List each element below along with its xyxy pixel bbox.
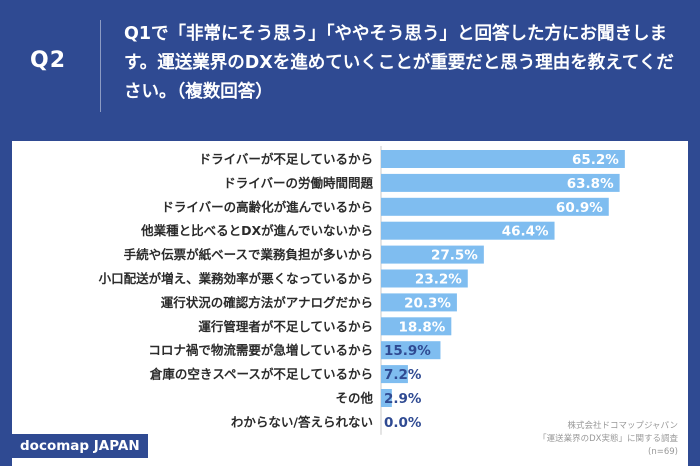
header-divider	[100, 20, 101, 112]
bar	[381, 365, 408, 384]
bar	[381, 245, 484, 264]
bar	[381, 221, 555, 240]
bar	[381, 317, 452, 336]
source-survey: 「運送業界のDX実態」に関する調査	[538, 434, 678, 444]
value-label: 60.9%	[556, 200, 603, 216]
bar	[381, 150, 625, 168]
brand-logo: docomap JAPAN	[12, 434, 148, 458]
chart-panel	[12, 141, 688, 466]
value-label: 20.3%	[404, 295, 451, 311]
category-label: 手続や伝票が紙ベースで業務負担が多いから	[124, 247, 373, 262]
value-label: 65.2%	[572, 152, 619, 168]
bar	[381, 293, 457, 312]
category-label: 運行状況の確認方法がアナログだから	[161, 295, 373, 310]
category-label: わからない/答えられない	[231, 414, 373, 429]
value-label: 0.0%	[384, 415, 422, 431]
source-note: 株式会社ドコマップジャパン 「運送業界のDX実態」に関する調査 (n=69)	[538, 420, 678, 459]
value-label: 7.2%	[384, 367, 422, 383]
value-label: 46.4%	[502, 224, 549, 240]
category-label: コロナ禍で物流需要が急増しているから	[148, 343, 373, 358]
value-label: 2.9%	[384, 391, 422, 407]
bar	[381, 197, 609, 216]
value-label: 63.8%	[567, 176, 614, 192]
category-label: 運行管理者が不足しているから	[198, 319, 373, 334]
value-label: 23.2%	[415, 272, 462, 288]
category-label: 倉庫の空きスペースが不足しているから	[149, 367, 373, 382]
category-label: ドライバーの高齢化が進んでいるから	[161, 199, 373, 214]
category-label: 小口配送が増え、業務効率が悪くなっているから	[98, 271, 373, 286]
value-label: 18.8%	[398, 319, 445, 335]
question-number: Q2	[30, 48, 67, 73]
question-header: Q2 Q1で「非常にそう思う」「ややそう思う」と回答した方にお聞きします。運送業…	[0, 0, 700, 136]
bar	[381, 389, 392, 407]
bar	[381, 173, 620, 192]
category-label: 他業種と比べるとDXが進んでいないから	[140, 223, 373, 238]
bar	[381, 341, 441, 360]
question-text: Q1で「非常にそう思う」「ややそう思う」と回答した方にお聞きします。運送業界のD…	[124, 24, 674, 102]
value-label: 15.9%	[384, 343, 431, 359]
bar	[381, 269, 468, 288]
category-label: ドライバーが不足しているから	[199, 152, 373, 167]
category-label: ドライバーの労働時間問題	[223, 175, 373, 190]
source-sample-size: (n=69)	[648, 447, 678, 457]
source-company: 株式会社ドコマップジャパン	[567, 421, 678, 431]
value-label: 27.5%	[431, 248, 478, 264]
category-label: その他	[335, 391, 373, 406]
